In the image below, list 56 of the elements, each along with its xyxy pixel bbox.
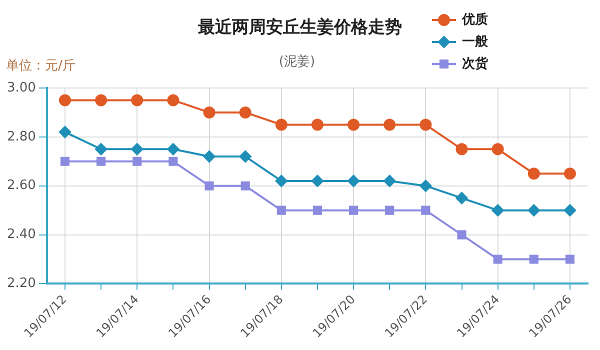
point [95, 94, 108, 106]
legend-label: 次货 [462, 55, 489, 72]
point [493, 254, 502, 264]
point [528, 168, 540, 180]
point [492, 143, 504, 156]
point [420, 180, 432, 192]
point [348, 174, 360, 187]
point [131, 143, 144, 156]
point [203, 150, 216, 162]
point [131, 94, 144, 106]
point [312, 206, 322, 215]
point [456, 192, 468, 204]
point [384, 118, 396, 131]
legend-label: 优质 [461, 11, 488, 28]
chart-title: 最近两周安丘生姜价格走势 [197, 16, 402, 38]
y-tick-label: 2.40 [6, 227, 36, 242]
chart-subtitle: (泥姜) [278, 53, 316, 70]
point [564, 204, 576, 216]
point [96, 156, 106, 166]
point [240, 181, 250, 190]
point [167, 143, 180, 156]
point [492, 204, 504, 216]
point [420, 118, 432, 131]
point [565, 254, 574, 264]
point [58, 94, 71, 106]
point [168, 156, 178, 166]
point [275, 118, 288, 131]
y-tick-label: 3.00 [6, 80, 36, 96]
point [528, 204, 540, 216]
point [421, 206, 430, 215]
point [275, 174, 288, 187]
point [311, 174, 324, 187]
point [456, 143, 468, 156]
point [348, 118, 360, 131]
y-axis-title: 单位：元/斤 [6, 58, 76, 74]
point [239, 150, 252, 162]
legend-label: 一般 [462, 34, 489, 50]
point [457, 230, 466, 240]
point [95, 143, 108, 156]
y-tick-label: 2.60 [6, 178, 36, 194]
point [60, 156, 70, 166]
point [384, 174, 396, 187]
point [204, 181, 214, 190]
point [132, 156, 142, 166]
point [349, 206, 358, 215]
point [564, 168, 576, 180]
point [167, 94, 180, 106]
point [529, 254, 538, 264]
point [276, 206, 286, 215]
point [203, 106, 216, 118]
y-tick-label: 2.80 [6, 129, 36, 144]
point [58, 126, 71, 138]
point [239, 106, 252, 118]
point [385, 206, 394, 215]
y-tick-label: 2.20 [6, 276, 36, 292]
point [311, 118, 324, 131]
